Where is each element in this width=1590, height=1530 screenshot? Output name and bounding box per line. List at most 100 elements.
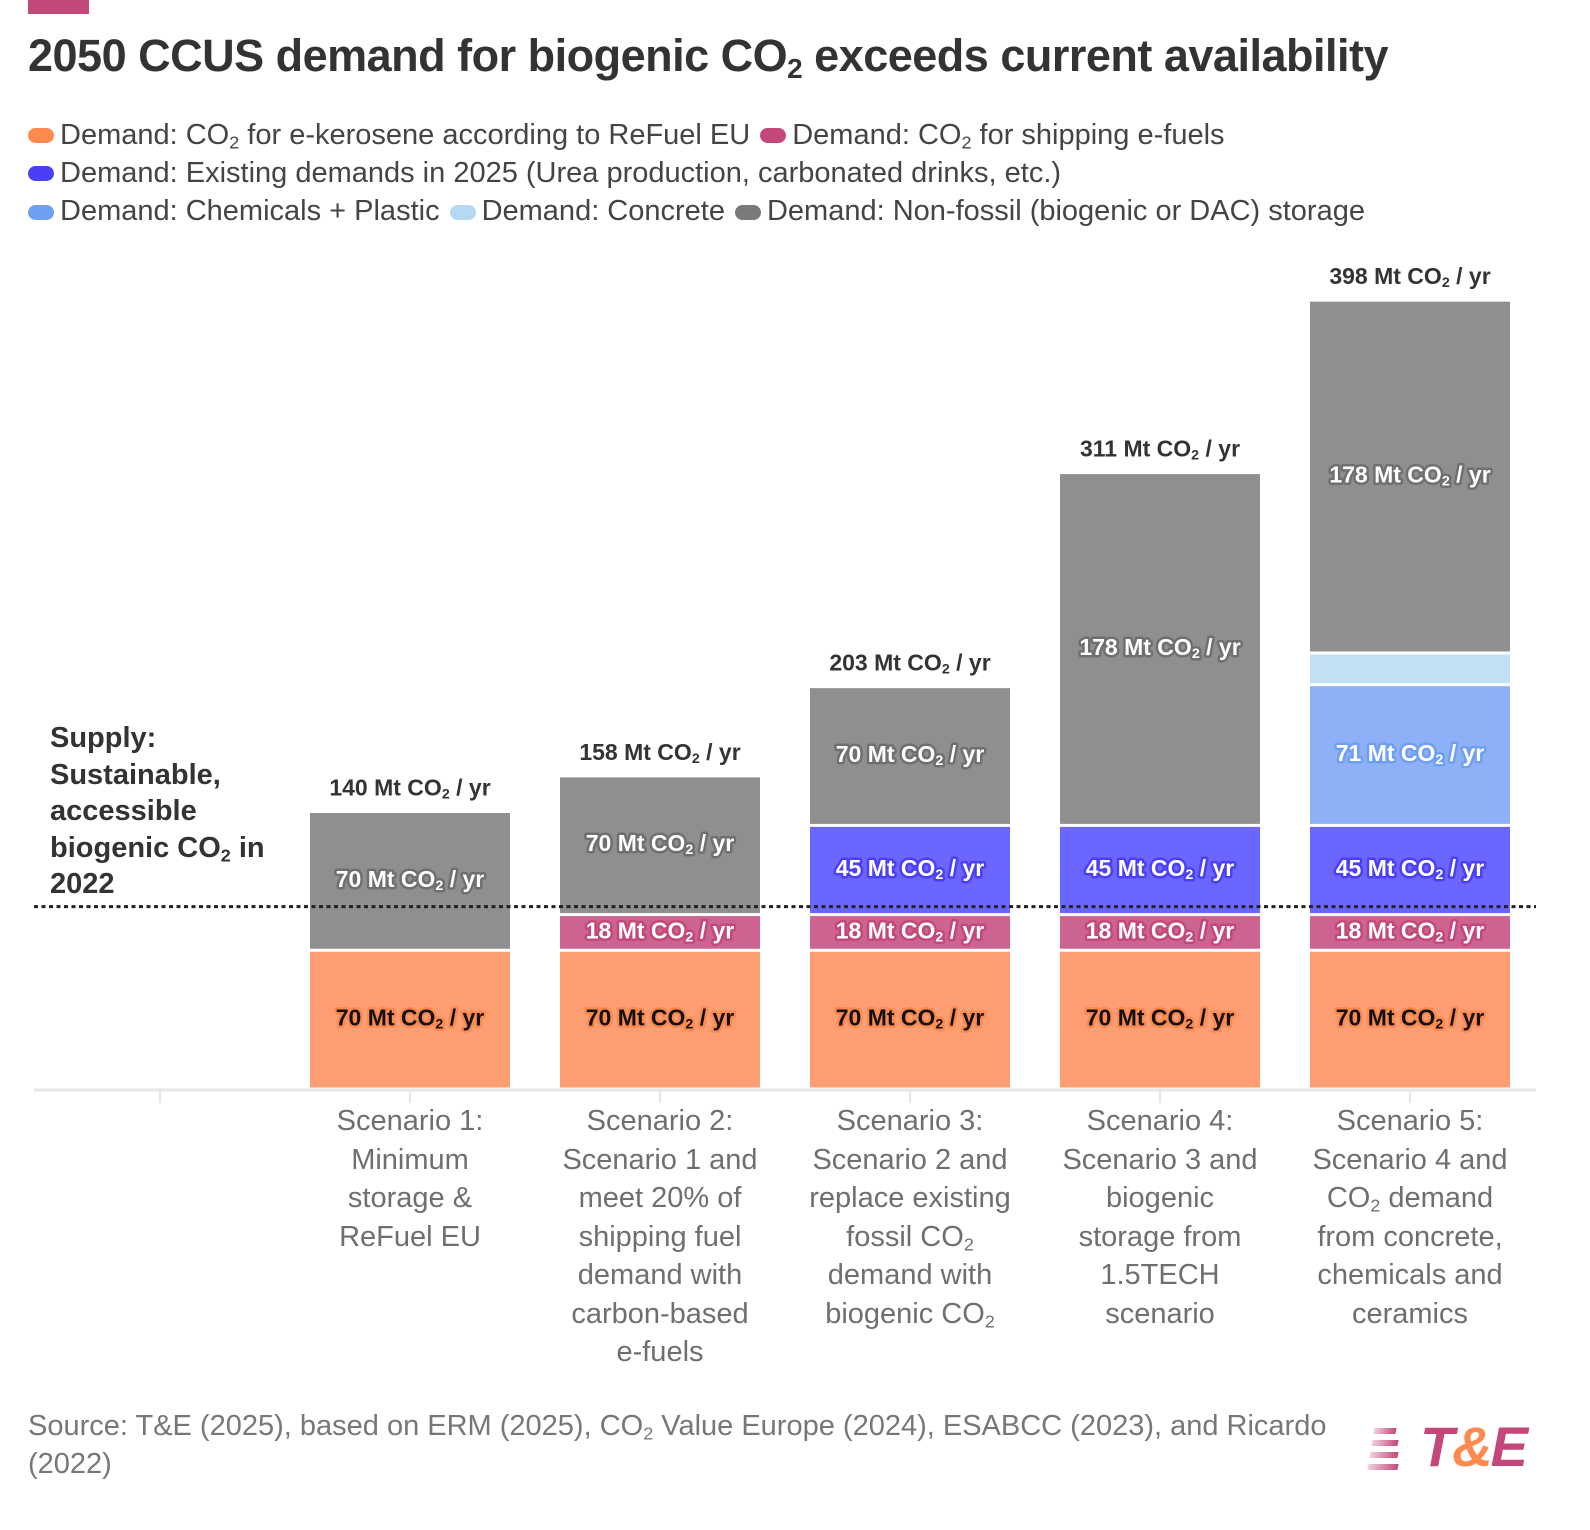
bar-segment: [1310, 654, 1510, 684]
x-tick-label-line: ceramics: [1351, 1297, 1468, 1330]
legend-label: Demand: Chemicals + Plastic: [60, 195, 440, 228]
bar-total-label: 203 Mt CO2 / yr: [829, 650, 990, 678]
supply-line: Sustainable,: [50, 758, 221, 791]
x-tick-label-line: Scenario 3 and: [1062, 1143, 1258, 1176]
x-tick-label-line: fossil CO2: [846, 1220, 974, 1254]
bar-segment-label: 18 Mt CO2 / yr: [836, 918, 985, 946]
legend-swatch-icon: [28, 204, 54, 220]
x-tick-label-line: carbon-based: [571, 1297, 749, 1330]
logo-stripe: [1367, 1464, 1399, 1470]
x-tick-label-line: Minimum: [351, 1143, 469, 1176]
logo-stripe: [1373, 1428, 1397, 1434]
x-tick-label-line: demand with: [827, 1259, 993, 1291]
legend-swatch-icon: [28, 166, 54, 182]
x-tick-label-line: Scenario 2 and: [812, 1143, 1008, 1176]
bar-segment-label: 18 Mt CO2 / yr: [1086, 918, 1235, 946]
legend-swatch-icon: [760, 128, 787, 143]
bar-segment: [560, 777, 760, 914]
bar-segment: [560, 916, 760, 949]
source-note: Source: T&E (2025), based on ERM (2025),…: [28, 1410, 1327, 1480]
legend-label: Demand: Concrete: [481, 195, 725, 228]
bar-segment: [1310, 951, 1510, 1088]
bar-segment: [310, 813, 510, 949]
bar-segment: [1060, 951, 1260, 1088]
bar-segment-label: 45 Mt CO2 / yr: [836, 855, 985, 883]
bar-segment-label: 70 Mt CO2 / yr: [836, 1005, 985, 1033]
bar-segment: [1060, 826, 1260, 914]
bar-segment-label: 70 Mt CO2 / yr: [586, 830, 735, 858]
bar-segment: [1060, 916, 1260, 949]
legend-item: Demand: CO2 for e-kerosene according to …: [28, 117, 750, 155]
legend-label: Demand: Non-fossil (biogenic or DAC) sto…: [766, 195, 1365, 228]
x-tick-label-line: meet 20% of: [578, 1182, 742, 1214]
legend-item: Demand: CO2 for shipping e-fuels: [760, 117, 1225, 155]
supply-line: Supply:: [50, 722, 157, 754]
logo-text: T&E: [1420, 1415, 1528, 1478]
legend-swatch-icon: [734, 204, 761, 220]
logo-stripe: [1371, 1440, 1399, 1446]
x-tick-label-line: e-fuels: [616, 1336, 704, 1368]
supply-line: 2022: [50, 868, 115, 900]
bar-segment: [1060, 474, 1260, 824]
legend-item: Demand: Existing demands in 2025 (Urea p…: [28, 155, 1061, 193]
bar-segment-label: 18 Mt CO2 / yr: [586, 918, 735, 946]
legend-row: Demand: Chemicals + Plastic Demand: Concr…: [28, 193, 1568, 231]
bar-total-label: 158 Mt CO2 / yr: [579, 739, 740, 767]
x-tick-label: Scenario 1: Minimum storage & ReFuel EU: [295, 1102, 525, 1256]
bar-total-label: 398 Mt CO2 / yr: [1329, 263, 1490, 291]
legend-label: Demand: CO2 for e-kerosene according to …: [60, 118, 751, 153]
bar-segment-label: 70 Mt CO2 / yr: [336, 1005, 485, 1033]
legend-row: Demand: CO2 for e-kerosene according to …: [28, 116, 1568, 154]
x-tick-label-line: demand with: [577, 1259, 743, 1291]
x-tick-label-line: biogenic CO2: [825, 1297, 995, 1331]
bar-segment-label: 70 Mt CO2 / yr: [336, 866, 485, 894]
x-tick-label-line: scenario: [1105, 1297, 1215, 1330]
supply-annotation: Supply: Sustainable, accessible biogenic…: [50, 720, 290, 903]
bar-segment: [310, 951, 510, 1088]
bar-segment-label: 70 Mt CO2 / yr: [586, 1005, 735, 1033]
bar-segment: [1310, 686, 1510, 824]
legend-item: Demand: Non-fossil (biogenic or DAC) sto…: [734, 193, 1365, 231]
legend-item: Demand: Chemicals + Plastic: [28, 193, 440, 231]
bar-segment: [1310, 826, 1510, 914]
x-tick-label: Scenario 2: Scenario 1 and meet 20% of ship…: [545, 1102, 775, 1372]
bar-segment: [810, 688, 1010, 824]
supply-line: biogenic CO2 in: [50, 831, 265, 865]
bar-segment: [810, 916, 1010, 949]
bar-segment: [1310, 301, 1510, 652]
bar-segment-label: 45 Mt CO2 / yr: [1086, 855, 1235, 883]
x-tick-label-line: replace existing: [809, 1182, 1011, 1214]
chart-title: 2050 CCUS demand for biogenic CO2 exceed…: [28, 30, 1388, 84]
x-tick-label-line: CO2 demand: [1326, 1182, 1494, 1216]
bar-segment-label: 45 Mt CO2 / yr: [1336, 855, 1485, 883]
x-tick-label-line: Scenario 4 and: [1312, 1143, 1508, 1176]
bar-segment-label: 71 Mt CO2 / yr: [1336, 740, 1485, 768]
x-tick-label-line: storage &: [347, 1182, 473, 1214]
bar-segment-label: 70 Mt CO2 / yr: [836, 741, 985, 769]
x-tick-label-line: Scenario 2:: [586, 1105, 734, 1137]
x-tick-label: Scenario 5: Scenario 4 and CO2 demand from …: [1295, 1102, 1525, 1333]
x-tick-label: Scenario 4: Scenario 3 and biogenic storage…: [1045, 1102, 1275, 1333]
bar-segment-label: 178 Mt CO2 / yr: [1079, 634, 1240, 662]
x-tick-label-line: ReFuel EU: [339, 1220, 481, 1253]
legend-label: Demand: CO2 for shipping e-fuels: [792, 118, 1225, 153]
legend-label: Demand: Existing demands in 2025 (Urea p…: [60, 157, 1062, 189]
bar-segment: [810, 951, 1010, 1088]
x-tick-label: Scenario 3: Scenario 2 and replace existin…: [795, 1102, 1025, 1333]
bar-total-label: 140 Mt CO2 / yr: [329, 775, 490, 803]
legend-swatch-icon: [449, 204, 476, 220]
x-tick-label-line: Scenario 5:: [1336, 1105, 1484, 1137]
x-tick-label-line: shipping fuel: [578, 1220, 742, 1253]
supply-line: accessible: [50, 795, 197, 827]
x-tick-label-line: Scenario 4:: [1086, 1105, 1234, 1137]
legend-swatch-icon: [28, 128, 54, 143]
bar-segment-label: 178 Mt CO2 / yr: [1329, 462, 1490, 490]
x-tick-label-line: chemicals and: [1317, 1259, 1503, 1291]
bar-segment-label: 18 Mt CO2 / yr: [1336, 918, 1485, 946]
x-tick-label-line: Scenario 1 and: [562, 1143, 758, 1176]
x-tick-label-line: storage from: [1078, 1220, 1242, 1253]
x-tick-label-line: 1.5TECH: [1100, 1259, 1220, 1291]
bar-total-label: 311 Mt CO2 / yr: [1080, 436, 1240, 464]
x-tick-label-line: from concrete,: [1317, 1220, 1503, 1253]
